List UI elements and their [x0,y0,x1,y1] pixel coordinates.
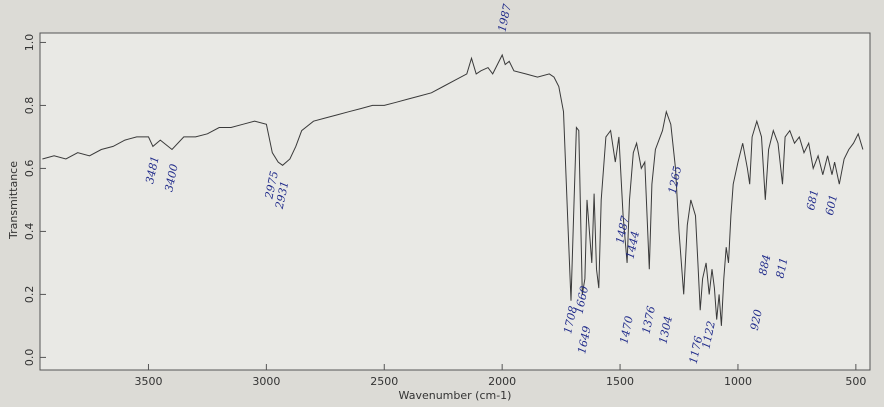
y-tick-label: 0.2 [23,286,36,304]
annotation: 3481 [143,155,162,185]
x-tick-label: 1500 [606,375,634,388]
annotation: 2975 [262,170,281,201]
annotation: 1987 [495,3,514,33]
y-tick-label: 0.6 [23,160,36,178]
annotation: 1660 [573,285,592,315]
annotation: 1304 [657,315,676,345]
x-tick-label: 2500 [370,375,398,388]
plot-frame [39,32,871,371]
x-tick-label: 2000 [488,375,516,388]
annotation: 1444 [624,230,643,260]
annotation: 811 [773,256,790,279]
annotation: 601 [823,193,840,216]
annotation: 1176 [687,335,706,365]
spectrum-line [42,53,864,326]
annotation: 1487 [613,215,632,245]
x-axis-label: Wavenumber (cm-1) [399,389,512,402]
annotation: 1122 [699,320,718,350]
annotation: 884 [756,253,773,276]
x-tick-label: 1000 [724,375,752,388]
y-tick-label: 0.4 [23,223,36,241]
y-tick-label: 0.0 [23,349,36,367]
annotation: 3400 [162,163,181,193]
annotation: 1708 [561,305,580,335]
y-tick-label: 0.8 [23,97,36,115]
x-tick-label: 3500 [134,375,162,388]
annotation: 2931 [273,180,292,211]
annotation: 1265 [666,165,685,195]
x-tick-label: 3000 [252,375,280,388]
y-axis-label: Transmittance [7,161,20,240]
annotation: 681 [804,188,821,211]
y-tick-label: 1.0 [23,34,36,52]
annotation: 1649 [575,325,594,355]
annotation: 920 [748,308,765,331]
annotation: 1376 [640,305,659,335]
x-tick-label: 500 [845,375,866,388]
annotation: 1470 [617,315,636,345]
